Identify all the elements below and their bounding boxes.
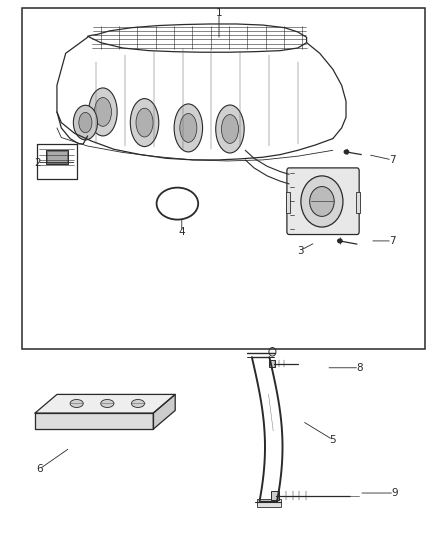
FancyBboxPatch shape	[287, 168, 359, 235]
Ellipse shape	[174, 104, 203, 152]
Ellipse shape	[73, 106, 97, 140]
Bar	[47, 151, 67, 163]
Bar	[258, 499, 282, 507]
Ellipse shape	[88, 88, 117, 136]
Ellipse shape	[94, 98, 111, 126]
Bar	[271, 491, 279, 500]
Text: 7: 7	[389, 155, 396, 165]
Ellipse shape	[136, 108, 153, 137]
Bar	[46, 150, 68, 164]
Circle shape	[310, 187, 334, 216]
Ellipse shape	[70, 400, 83, 407]
Polygon shape	[153, 394, 175, 429]
Ellipse shape	[338, 239, 342, 243]
Bar	[22, 8, 425, 349]
Polygon shape	[35, 413, 153, 429]
Text: 4: 4	[178, 227, 185, 237]
Text: 2: 2	[34, 158, 41, 167]
Bar	[356, 192, 360, 213]
Ellipse shape	[131, 400, 145, 407]
Text: 8: 8	[356, 363, 363, 373]
Ellipse shape	[131, 99, 159, 147]
Ellipse shape	[215, 105, 244, 153]
Text: 5: 5	[329, 435, 336, 445]
Bar	[269, 360, 275, 367]
Ellipse shape	[101, 400, 114, 407]
Ellipse shape	[222, 115, 238, 143]
Ellipse shape	[180, 114, 197, 142]
Text: 6: 6	[36, 464, 43, 474]
Text: 9: 9	[391, 488, 398, 498]
Ellipse shape	[79, 112, 92, 133]
Text: 1: 1	[215, 9, 223, 18]
Ellipse shape	[344, 150, 349, 154]
Polygon shape	[35, 394, 175, 413]
Text: 7: 7	[389, 236, 396, 246]
Circle shape	[301, 176, 343, 227]
Bar	[286, 192, 290, 213]
Text: 3: 3	[297, 246, 304, 255]
